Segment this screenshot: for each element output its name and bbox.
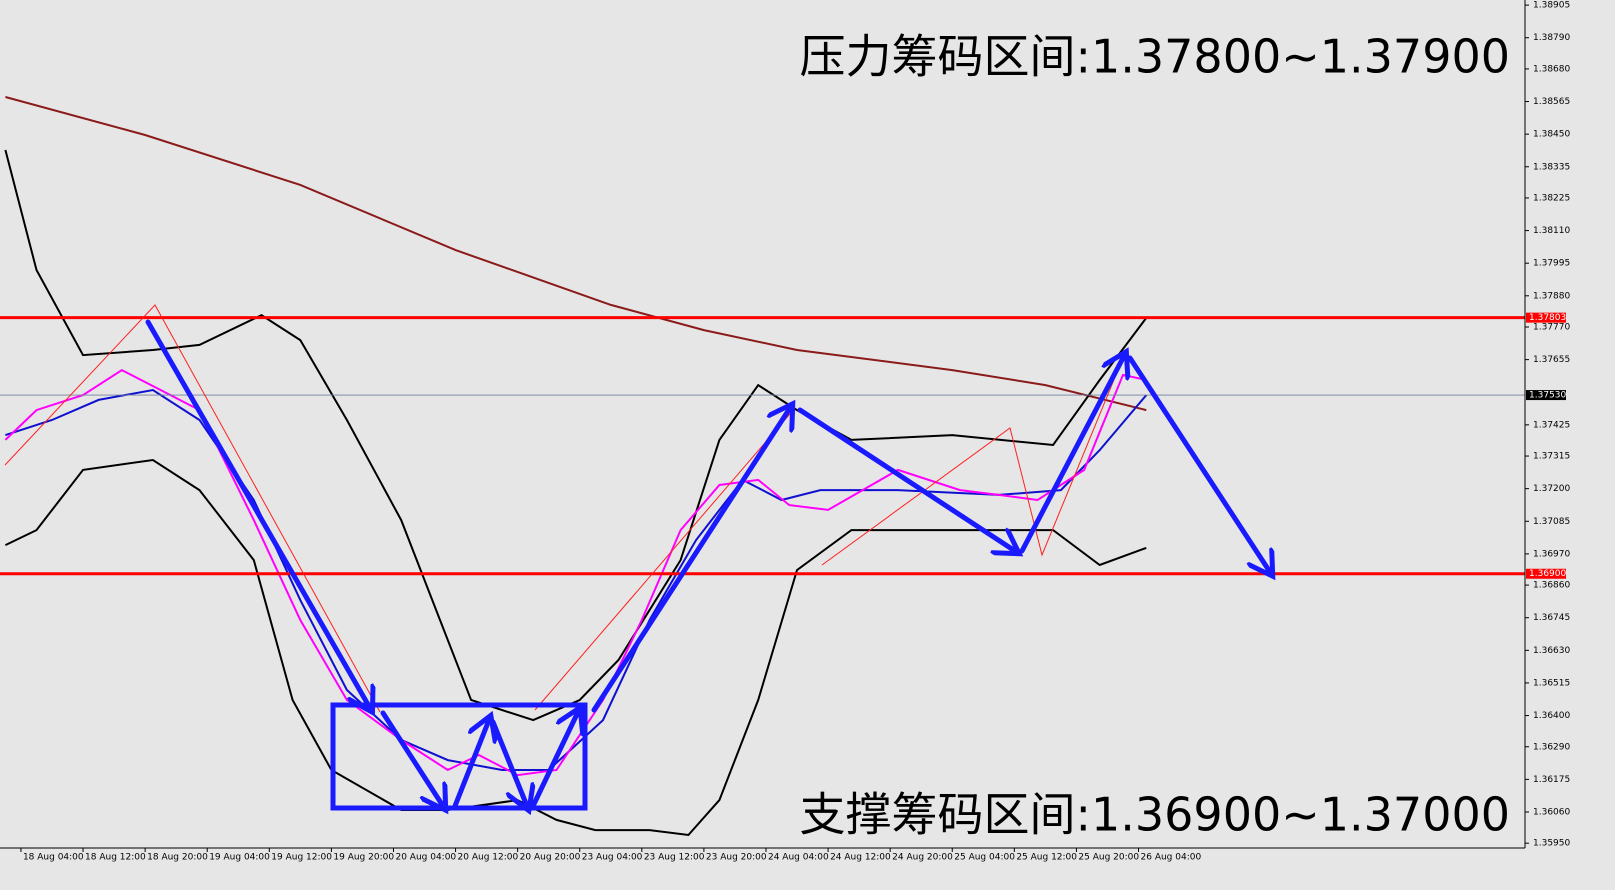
x-tick-label: 20 Aug 12:00 [458,853,519,863]
arrow [145,319,370,708]
x-tick-label: 20 Aug 20:00 [520,853,581,863]
level-label-bg [1526,568,1566,579]
y-tick-label: 1.38335 [1533,162,1570,172]
trend-lines [4,304,1121,713]
y-tick-label: 1.36630 [1533,646,1570,656]
y-tick-label: 1.36400 [1533,711,1570,721]
arrow [380,710,443,806]
arrow [531,712,578,807]
x-tick-label: 18 Aug 04:00 [23,853,84,863]
x-tick-label: 26 Aug 04:00 [1141,853,1202,863]
y-tick-label: 1.38680 [1533,64,1570,74]
y-tick-label: 1.36860 [1533,581,1570,591]
level-label: 1.36900 [1529,569,1566,579]
x-tick-label: 19 Aug 12:00 [271,853,332,863]
y-tick-label: 1.37655 [1533,355,1570,365]
y-tick-label: 1.36970 [1533,549,1570,559]
y-tick-label: 1.38905 [1533,1,1570,11]
arrow [490,719,527,806]
arrows [145,319,1270,811]
x-tick-label: 24 Aug 04:00 [768,853,829,863]
annotation: 支撑筹码区间:1.36900~1.37000 [800,788,1510,842]
y-tick-label: 1.37085 [1533,517,1570,527]
arrow [797,407,1015,551]
y-tick-label: 1.35950 [1533,839,1570,849]
x-tick-label: 19 Aug 04:00 [209,853,270,863]
x-tick-label: 23 Aug 04:00 [582,853,643,863]
x-tick-label: 23 Aug 20:00 [706,853,767,863]
y-tick-label: 1.38225 [1533,193,1570,203]
y-tick-label: 1.36060 [1533,807,1570,817]
arrow [591,408,790,713]
trend-line [534,407,796,711]
x-tick-label: 23 Aug 12:00 [644,853,705,863]
x-tick-label: 18 Aug 12:00 [85,853,146,863]
x-tick-label: 19 Aug 20:00 [333,853,394,863]
indicator-line [4,149,1148,722]
range-box [330,702,588,811]
arrow [1019,356,1124,554]
arrow [1127,355,1270,572]
x-tick-label: 24 Aug 20:00 [892,853,953,863]
level-label-bg [1526,312,1566,323]
axes: 1.37803 1.36900 1.37530 1.38905 1.38790 1.386… [0,0,1570,863]
y-tick-label: 1.37315 [1533,452,1570,462]
x-tick-label: 20 Aug 04:00 [395,853,456,863]
indicator-line [4,458,1147,837]
y-tick-label: 1.36290 [1533,742,1570,752]
annotation: 压力筹码区间:1.37800~1.37900 [800,30,1510,84]
y-tick-label: 1.37770 [1533,323,1570,333]
y-tick-label: 1.37995 [1533,259,1570,269]
arrow [452,720,489,809]
y-tick-label: 1.36515 [1533,678,1570,688]
level-label: 1.37803 [1529,313,1566,323]
level-label: 1.37530 [1529,391,1566,401]
y-tick-label: 1.37880 [1533,291,1570,301]
trend-line [4,304,381,713]
x-tick-label: 24 Aug 12:00 [830,853,891,863]
y-tick-label: 1.36175 [1533,775,1570,785]
x-tick-label: 25 Aug 12:00 [1016,853,1077,863]
trend-line [821,364,1121,566]
y-tick-label: 1.38565 [1533,97,1570,107]
x-tick-label: 25 Aug 04:00 [954,853,1015,863]
y-tick-label: 1.37425 [1533,420,1570,430]
x-tick-label: 18 Aug 20:00 [147,853,208,863]
y-tick-label: 1.38790 [1533,33,1570,43]
y-tick-label: 1.36745 [1533,613,1570,623]
y-tick-label: 1.38450 [1533,130,1570,140]
y-tick-label: 1.37200 [1533,484,1570,494]
x-tick-label: 25 Aug 20:00 [1078,853,1139,863]
y-tick-label: 1.38110 [1533,226,1570,236]
level-label-bg [1526,390,1566,401]
